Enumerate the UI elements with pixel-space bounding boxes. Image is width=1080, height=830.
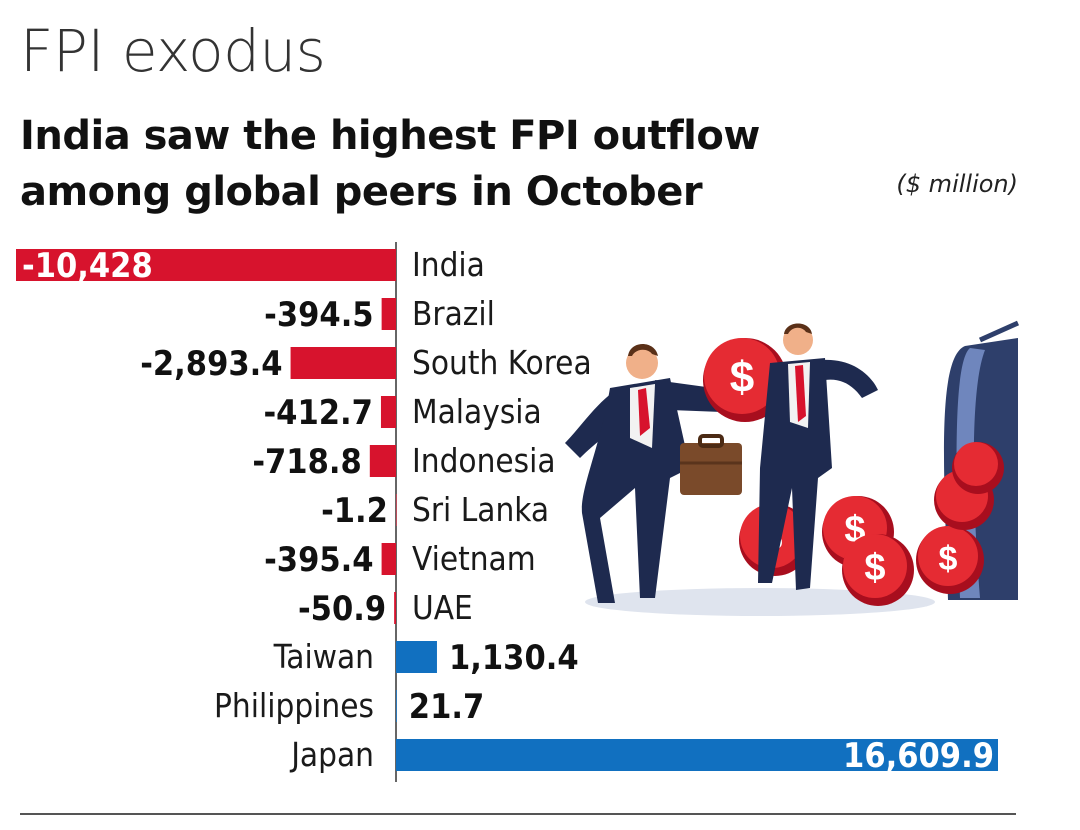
chart-kicker: FPI exodus	[20, 17, 326, 85]
category-label: Taiwan	[273, 637, 374, 676]
category-label: UAE	[412, 588, 473, 627]
held-coin-illustration: $	[703, 338, 787, 422]
category-label: India	[412, 245, 485, 284]
value-label: -50.9	[298, 589, 386, 629]
illustration: $ $ $ $ $	[565, 320, 1020, 616]
value-label: -718.8	[252, 442, 361, 482]
category-label: Sri Lanka	[412, 490, 549, 529]
bar-taiwan	[396, 641, 437, 673]
bar-malaysia	[380, 396, 396, 428]
bar-india	[16, 249, 396, 281]
value-label: 1,130.4	[449, 638, 579, 678]
bar-vietnam	[381, 543, 396, 575]
bottom-divider	[20, 813, 1016, 815]
businessman-right-illustration	[758, 323, 878, 590]
bar-japan	[396, 739, 998, 771]
bar-sri-lanka	[395, 494, 397, 526]
unit-label: ($ million)	[896, 170, 1018, 198]
bar-indonesia	[369, 445, 396, 477]
chart-title: India saw the highest FPI outflow among …	[20, 113, 760, 215]
svg-text:$: $	[939, 540, 958, 578]
svg-text:$: $	[864, 547, 885, 589]
value-label: -1.2	[321, 491, 388, 531]
value-label: -394.5	[264, 295, 373, 335]
category-label: Indonesia	[412, 441, 556, 480]
category-label: Japan	[289, 735, 374, 774]
illustration-shadow	[585, 588, 935, 616]
value-label: 16,609.9	[843, 736, 994, 776]
value-label: -2,893.4	[140, 344, 282, 384]
category-label: Philippines	[214, 686, 374, 725]
value-label: 21.7	[409, 687, 484, 727]
category-label: Brazil	[412, 294, 495, 333]
category-label: South Korea	[412, 343, 592, 382]
bar-uae	[394, 592, 396, 624]
value-label: -395.4	[264, 540, 373, 580]
value-label: -412.7	[263, 393, 372, 433]
bar-south-korea	[290, 347, 396, 379]
value-label: -10,428	[22, 246, 153, 286]
svg-text:$: $	[730, 353, 754, 402]
category-label: Malaysia	[412, 392, 542, 431]
bar-brazil	[381, 298, 396, 330]
bar-philippines	[396, 690, 397, 722]
category-label: Vietnam	[412, 539, 536, 578]
